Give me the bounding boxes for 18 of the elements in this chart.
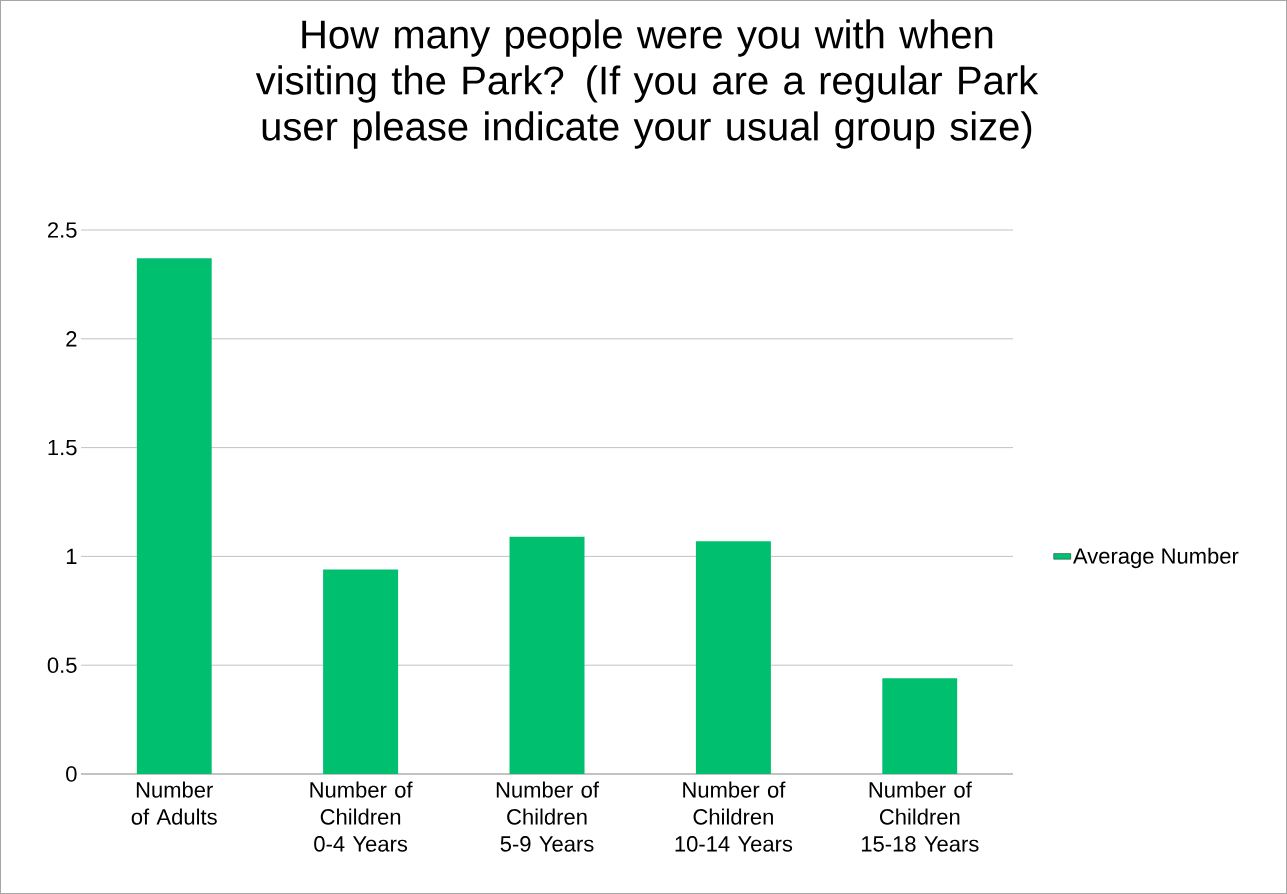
x-tick-label: Number of Children 15-18 Years [861,781,979,852]
chart-title: How many people were you with when visiting the Park? (If you are a regular Park user please indicate your usual group size) [255,19,1039,149]
y-tick-label: 2.5 [48,222,77,238]
y-tick-label: 1.5 [48,439,77,456]
bar [323,569,399,774]
x-tick-label: Number of Children 10-14 Years [675,781,793,852]
bar [882,678,958,774]
y-tick-label: 1 [66,548,77,564]
y-tick-label: 0 [66,766,77,782]
bar [695,541,771,774]
bar [509,536,585,774]
y-tick-label: 2 [66,331,77,347]
x-tick-label: Number of Children 0-4 Years [310,781,413,852]
legend-label: Average Number [1073,547,1239,569]
y-tick-label: 0.5 [47,657,77,673]
x-tick-label: Number of Adults [131,781,217,825]
x-tick-label: Number of Children 5-9 Years [496,781,599,852]
bar [136,258,212,774]
